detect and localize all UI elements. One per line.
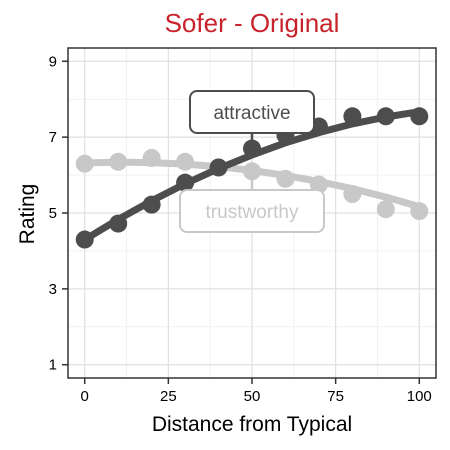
callout-label-trustworthy: trustworthy xyxy=(206,202,299,223)
callout-box-attractive xyxy=(189,90,315,134)
axes: 0 25 50 75 100 1 3 5 7 9 xyxy=(49,47,437,405)
y-tick-label: 3 xyxy=(49,281,57,298)
callouts: attractive trustworthy xyxy=(179,90,325,233)
data-point-attractive xyxy=(209,158,228,177)
data-point-attractive xyxy=(142,195,161,214)
data-point-trustworthy xyxy=(109,152,128,171)
series-layer xyxy=(75,107,429,249)
data-point-trustworthy xyxy=(376,200,395,219)
y-tick-label: 9 xyxy=(49,53,57,70)
x-tick-label: 100 xyxy=(407,388,432,405)
data-point-attractive xyxy=(109,214,128,233)
callout-trustworthy: trustworthy xyxy=(179,170,325,233)
y-tick-label: 5 xyxy=(49,205,57,222)
data-point-trustworthy xyxy=(142,149,161,167)
x-tick-label: 50 xyxy=(244,388,261,405)
data-point-attractive xyxy=(410,107,429,126)
data-point-trustworthy xyxy=(75,154,94,173)
callout-attractive: attractive xyxy=(189,90,315,155)
data-point-attractive xyxy=(75,230,94,249)
data-point-attractive xyxy=(376,107,395,126)
series-attractive xyxy=(75,107,429,249)
data-point-trustworthy xyxy=(276,169,295,188)
data-point-attractive xyxy=(343,107,362,126)
x-tick-label: 0 xyxy=(81,388,89,405)
data-point-attractive xyxy=(176,173,195,192)
data-point-trustworthy xyxy=(343,185,362,204)
y-tick-label: 1 xyxy=(49,357,57,374)
callout-box-trustworthy xyxy=(179,189,325,233)
x-axis-title: Distance from Typical xyxy=(152,413,352,436)
x-tick-label: 75 xyxy=(327,388,344,405)
y-axis-title: Rating xyxy=(16,184,39,245)
chart-title: Sofer - Original xyxy=(165,8,340,38)
data-point-trustworthy xyxy=(176,152,195,171)
x-tick-label: 25 xyxy=(160,388,177,405)
data-point-trustworthy xyxy=(410,202,429,221)
y-tick-label: 7 xyxy=(49,129,57,146)
callout-label-attractive: attractive xyxy=(213,103,290,124)
